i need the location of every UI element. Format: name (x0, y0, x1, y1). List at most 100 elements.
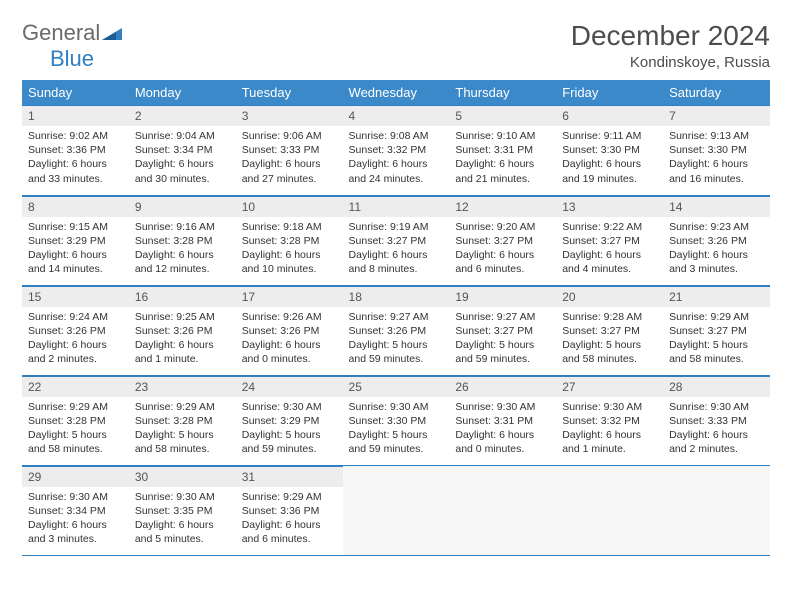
sunrise-text: Sunrise: 9:13 AM (669, 129, 764, 143)
day-number: 19 (449, 286, 556, 307)
calendar-cell: 27Sunrise: 9:30 AMSunset: 3:32 PMDayligh… (556, 375, 663, 465)
day-number: 22 (22, 376, 129, 397)
sunrise-text: Sunrise: 9:22 AM (562, 220, 657, 234)
sunset-text: Sunset: 3:26 PM (242, 324, 337, 338)
calendar-cell: 16Sunrise: 9:25 AMSunset: 3:26 PMDayligh… (129, 285, 236, 375)
sunset-text: Sunset: 3:26 PM (349, 324, 444, 338)
day-number: 23 (129, 376, 236, 397)
sunset-text: Sunset: 3:36 PM (242, 504, 337, 518)
sunset-text: Sunset: 3:33 PM (242, 143, 337, 157)
sunset-text: Sunset: 3:33 PM (669, 414, 764, 428)
calendar-body: 1Sunrise: 9:02 AMSunset: 3:36 PMDaylight… (22, 105, 770, 555)
calendar-cell: 15Sunrise: 9:24 AMSunset: 3:26 PMDayligh… (22, 285, 129, 375)
header: General Blue December 2024 Kondinskoye, … (22, 20, 770, 72)
calendar-cell: 20Sunrise: 9:28 AMSunset: 3:27 PMDayligh… (556, 285, 663, 375)
day-number: 3 (236, 105, 343, 126)
calendar-week: 29Sunrise: 9:30 AMSunset: 3:34 PMDayligh… (22, 465, 770, 555)
calendar-cell: 6Sunrise: 9:11 AMSunset: 3:30 PMDaylight… (556, 105, 663, 195)
calendar-cell: 2Sunrise: 9:04 AMSunset: 3:34 PMDaylight… (129, 105, 236, 195)
sunrise-text: Sunrise: 9:29 AM (135, 400, 230, 414)
day-body: Sunrise: 9:29 AMSunset: 3:36 PMDaylight:… (236, 487, 343, 553)
sunset-text: Sunset: 3:27 PM (562, 324, 657, 338)
calendar-cell: 28Sunrise: 9:30 AMSunset: 3:33 PMDayligh… (663, 375, 770, 465)
daylight-text: Daylight: 6 hours and 6 minutes. (242, 518, 337, 546)
sunset-text: Sunset: 3:30 PM (669, 143, 764, 157)
daylight-text: Daylight: 5 hours and 58 minutes. (135, 428, 230, 456)
daylight-text: Daylight: 6 hours and 24 minutes. (349, 157, 444, 185)
day-body: Sunrise: 9:06 AMSunset: 3:33 PMDaylight:… (236, 126, 343, 192)
calendar-head: SundayMondayTuesdayWednesdayThursdayFrid… (22, 80, 770, 105)
calendar-cell: 24Sunrise: 9:30 AMSunset: 3:29 PMDayligh… (236, 375, 343, 465)
day-number: 17 (236, 286, 343, 307)
day-number: 6 (556, 105, 663, 126)
day-body: Sunrise: 9:18 AMSunset: 3:28 PMDaylight:… (236, 217, 343, 283)
day-body: Sunrise: 9:22 AMSunset: 3:27 PMDaylight:… (556, 217, 663, 283)
calendar-cell: 9Sunrise: 9:16 AMSunset: 3:28 PMDaylight… (129, 195, 236, 285)
sunset-text: Sunset: 3:27 PM (562, 234, 657, 248)
sunset-text: Sunset: 3:31 PM (455, 414, 550, 428)
title-block: December 2024 Kondinskoye, Russia (571, 20, 770, 71)
day-number: 18 (343, 286, 450, 307)
daylight-text: Daylight: 6 hours and 14 minutes. (28, 248, 123, 276)
day-body: Sunrise: 9:10 AMSunset: 3:31 PMDaylight:… (449, 126, 556, 192)
day-body: Sunrise: 9:11 AMSunset: 3:30 PMDaylight:… (556, 126, 663, 192)
sunrise-text: Sunrise: 9:30 AM (242, 400, 337, 414)
sunrise-text: Sunrise: 9:08 AM (349, 129, 444, 143)
sunrise-text: Sunrise: 9:30 AM (135, 490, 230, 504)
sunset-text: Sunset: 3:28 PM (28, 414, 123, 428)
daylight-text: Daylight: 5 hours and 59 minutes. (349, 338, 444, 366)
day-body: Sunrise: 9:30 AMSunset: 3:32 PMDaylight:… (556, 397, 663, 463)
day-number: 12 (449, 196, 556, 217)
day-body: Sunrise: 9:04 AMSunset: 3:34 PMDaylight:… (129, 126, 236, 192)
logo: General Blue (22, 20, 122, 72)
calendar-week: 22Sunrise: 9:29 AMSunset: 3:28 PMDayligh… (22, 375, 770, 465)
calendar-cell: 26Sunrise: 9:30 AMSunset: 3:31 PMDayligh… (449, 375, 556, 465)
calendar-cell: 11Sunrise: 9:19 AMSunset: 3:27 PMDayligh… (343, 195, 450, 285)
sunset-text: Sunset: 3:29 PM (28, 234, 123, 248)
sunset-text: Sunset: 3:29 PM (242, 414, 337, 428)
day-body: Sunrise: 9:19 AMSunset: 3:27 PMDaylight:… (343, 217, 450, 283)
daylight-text: Daylight: 6 hours and 0 minutes. (455, 428, 550, 456)
sunset-text: Sunset: 3:27 PM (455, 234, 550, 248)
day-number: 15 (22, 286, 129, 307)
day-number: 25 (343, 376, 450, 397)
day-body: Sunrise: 9:23 AMSunset: 3:26 PMDaylight:… (663, 217, 770, 283)
daylight-text: Daylight: 6 hours and 10 minutes. (242, 248, 337, 276)
daylight-text: Daylight: 5 hours and 58 minutes. (28, 428, 123, 456)
daylight-text: Daylight: 6 hours and 0 minutes. (242, 338, 337, 366)
sunset-text: Sunset: 3:30 PM (349, 414, 444, 428)
sunrise-text: Sunrise: 9:29 AM (242, 490, 337, 504)
sunset-text: Sunset: 3:34 PM (135, 143, 230, 157)
sunset-text: Sunset: 3:31 PM (455, 143, 550, 157)
sunset-text: Sunset: 3:32 PM (349, 143, 444, 157)
day-number: 30 (129, 466, 236, 487)
sunrise-text: Sunrise: 9:20 AM (455, 220, 550, 234)
sunrise-text: Sunrise: 9:26 AM (242, 310, 337, 324)
calendar-page: General Blue December 2024 Kondinskoye, … (0, 0, 792, 576)
daylight-text: Daylight: 6 hours and 3 minutes. (669, 248, 764, 276)
daylight-text: Daylight: 6 hours and 4 minutes. (562, 248, 657, 276)
sunset-text: Sunset: 3:34 PM (28, 504, 123, 518)
sunrise-text: Sunrise: 9:16 AM (135, 220, 230, 234)
day-body: Sunrise: 9:29 AMSunset: 3:28 PMDaylight:… (129, 397, 236, 463)
calendar-cell: 7Sunrise: 9:13 AMSunset: 3:30 PMDaylight… (663, 105, 770, 195)
calendar-cell: 8Sunrise: 9:15 AMSunset: 3:29 PMDaylight… (22, 195, 129, 285)
day-number: 14 (663, 196, 770, 217)
day-body: Sunrise: 9:16 AMSunset: 3:28 PMDaylight:… (129, 217, 236, 283)
day-number: 5 (449, 105, 556, 126)
sunset-text: Sunset: 3:26 PM (28, 324, 123, 338)
daylight-text: Daylight: 6 hours and 1 minute. (562, 428, 657, 456)
daylight-text: Daylight: 6 hours and 19 minutes. (562, 157, 657, 185)
sunrise-text: Sunrise: 9:02 AM (28, 129, 123, 143)
daylight-text: Daylight: 6 hours and 2 minutes. (669, 428, 764, 456)
calendar-cell: 12Sunrise: 9:20 AMSunset: 3:27 PMDayligh… (449, 195, 556, 285)
calendar-cell: 14Sunrise: 9:23 AMSunset: 3:26 PMDayligh… (663, 195, 770, 285)
calendar-cell (449, 465, 556, 555)
sunrise-text: Sunrise: 9:25 AM (135, 310, 230, 324)
logo-text-blue: Blue (50, 46, 94, 71)
calendar-cell: 22Sunrise: 9:29 AMSunset: 3:28 PMDayligh… (22, 375, 129, 465)
sunrise-text: Sunrise: 9:29 AM (669, 310, 764, 324)
calendar-cell (663, 465, 770, 555)
day-body: Sunrise: 9:30 AMSunset: 3:35 PMDaylight:… (129, 487, 236, 553)
daylight-text: Daylight: 6 hours and 1 minute. (135, 338, 230, 366)
